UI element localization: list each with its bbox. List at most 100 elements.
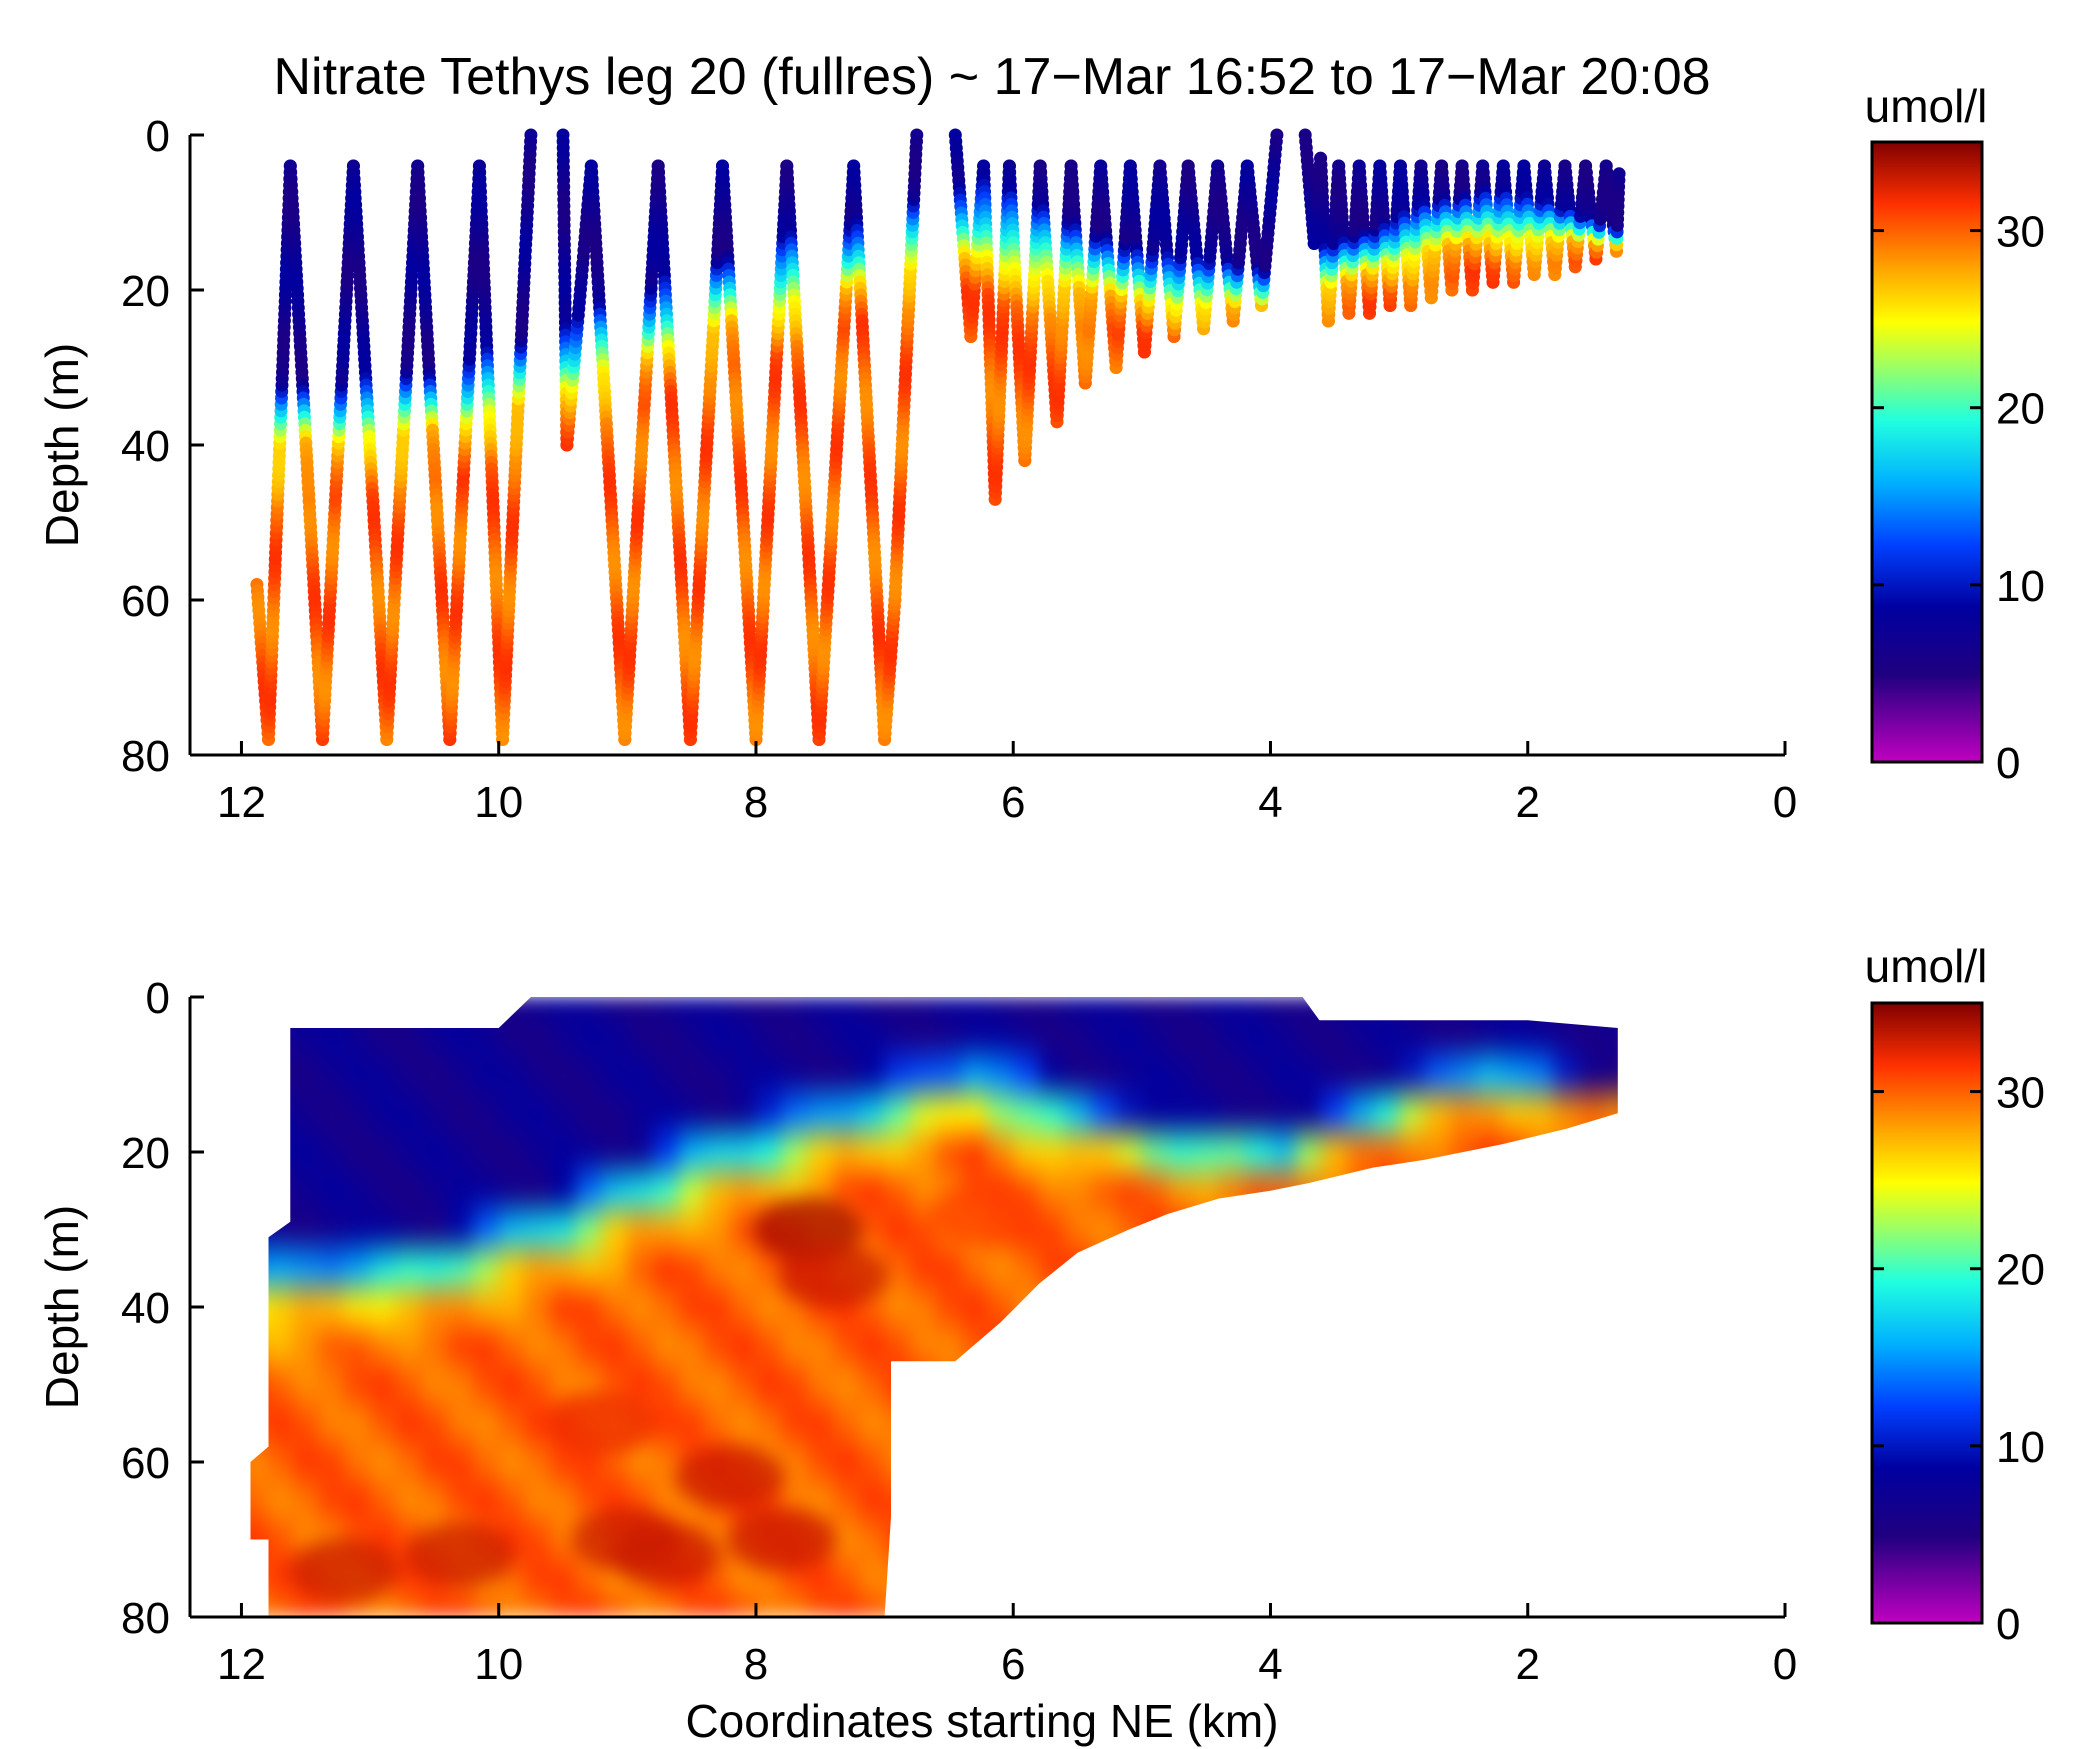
heat-strip (1270, 997, 1298, 1617)
heat-strip (1219, 997, 1247, 1617)
heat-strip (292, 997, 321, 1617)
top-chart-title: Nitrate Tethys leg 20 (fullres) ~ 17−Mar… (273, 48, 1710, 106)
sample-point (1270, 128, 1284, 142)
profile-segment (316, 159, 360, 746)
heat-strip (910, 997, 938, 1617)
profile-segment (780, 159, 826, 746)
profile-segment (618, 159, 665, 746)
heat-strip (1141, 997, 1170, 1617)
heat-hotspot (675, 1445, 786, 1510)
heat-strip (250, 997, 269, 1617)
heat-strip (1424, 997, 1452, 1617)
heat-strip (1296, 997, 1324, 1617)
profile-segment (346, 159, 394, 746)
heat-strip (1167, 997, 1195, 1617)
profile-segment (812, 159, 861, 746)
x-tick-label: 4 (1258, 1640, 1282, 1689)
heat-strip (961, 997, 989, 1617)
heat-strip (1553, 997, 1581, 1617)
x-tick-label: 2 (1515, 778, 1539, 827)
profile-segment (1033, 159, 1064, 429)
profile-segment (283, 159, 329, 746)
top-y-ticks: 0 20 40 60 80 (121, 112, 204, 781)
x-tick-label: 8 (744, 778, 768, 827)
top-colorbar-ticks: 0 10 20 30 (1872, 208, 2045, 788)
heat-strip (447, 997, 475, 1617)
x-tick-label: 4 (1258, 778, 1282, 827)
heat-strip (550, 997, 578, 1617)
bottom-colorbar: umol/l 0 10 20 30 (1865, 940, 2045, 1649)
colorbar-tick-label: 10 (1996, 562, 2045, 611)
colorbar-tick-label: 30 (1996, 1069, 2045, 1118)
top-x-ticks: 12 10 8 6 4 2 0 (217, 741, 1797, 827)
top-profile-track (250, 128, 1626, 746)
x-tick-label: 0 (1773, 1640, 1797, 1689)
heat-strip (1399, 997, 1427, 1617)
colorbar-tick-label: 0 (1996, 739, 2020, 788)
colorbar-tick-label: 10 (1996, 1423, 2045, 1472)
profile-segment (878, 593, 902, 746)
profile-segment (749, 159, 794, 746)
profile-segment (888, 128, 924, 607)
heat-strip (318, 997, 346, 1617)
sample-point (1612, 167, 1626, 181)
y-tick-label: 80 (121, 732, 170, 781)
bottom-colorbar-ticks: 0 10 20 30 (1872, 1069, 2045, 1649)
profile-segment (496, 128, 538, 746)
profile-segment (1589, 159, 1613, 266)
sample-point (524, 128, 538, 142)
profile-segment (584, 159, 632, 746)
colorbar-tick-label: 30 (1996, 208, 2045, 257)
y-tick-label: 20 (121, 267, 170, 316)
bottom-y-axis-label: Depth (m) (36, 1205, 88, 1409)
heat-strip (936, 997, 964, 1617)
heat-strip (1116, 997, 1144, 1617)
colorbar-tick-label: 20 (1996, 385, 2045, 434)
heat-strip (1090, 997, 1118, 1617)
heat-strip (1347, 997, 1375, 1617)
bottom-colorbar-label: umol/l (1865, 940, 1988, 992)
profile-segment (651, 159, 697, 746)
profile-segment (716, 159, 763, 746)
heat-hotspot (778, 1244, 889, 1308)
heat-strip (1321, 997, 1350, 1617)
heat-strip (1064, 997, 1092, 1617)
heat-strip (1527, 997, 1555, 1617)
heat-strip (370, 997, 398, 1617)
heat-strip (1502, 997, 1530, 1617)
heat-strip (1193, 997, 1221, 1617)
sample-point (910, 128, 924, 142)
bottom-x-axis-label: Coordinates starting NE (km) (685, 1695, 1278, 1747)
heat-hotspot (572, 1507, 683, 1572)
colorbar-tick-label: 0 (1996, 1600, 2020, 1649)
y-tick-label: 40 (121, 422, 170, 471)
heat-strip (498, 997, 526, 1617)
profile-segment (1538, 159, 1562, 281)
heat-strip (1373, 997, 1401, 1617)
heat-strip (1604, 997, 1618, 1617)
heat-strip (473, 997, 501, 1617)
bottom-y-ticks: 0 20 40 60 80 (121, 974, 204, 1643)
heat-strip (678, 997, 706, 1617)
y-tick-label: 60 (121, 577, 170, 626)
heat-strip (1450, 997, 1478, 1617)
heat-strip (1039, 997, 1067, 1617)
heat-strip (987, 997, 1015, 1617)
y-tick-label: 20 (121, 1129, 170, 1178)
heat-strip (858, 997, 887, 1617)
x-tick-label: 0 (1773, 778, 1797, 827)
y-tick-label: 80 (121, 1594, 170, 1643)
profile-segment (683, 159, 729, 746)
heat-hotspot (546, 1391, 657, 1456)
heat-strip (267, 997, 295, 1617)
top-colorbar: umol/l 0 10 20 30 (1865, 80, 2045, 788)
heat-strip (524, 997, 552, 1617)
profile-segment (1255, 128, 1284, 312)
bottom-heatmap (250, 997, 1618, 1617)
y-tick-label: 60 (121, 1439, 170, 1488)
heat-strip (1476, 997, 1504, 1617)
heat-hotspot (726, 1507, 837, 1572)
